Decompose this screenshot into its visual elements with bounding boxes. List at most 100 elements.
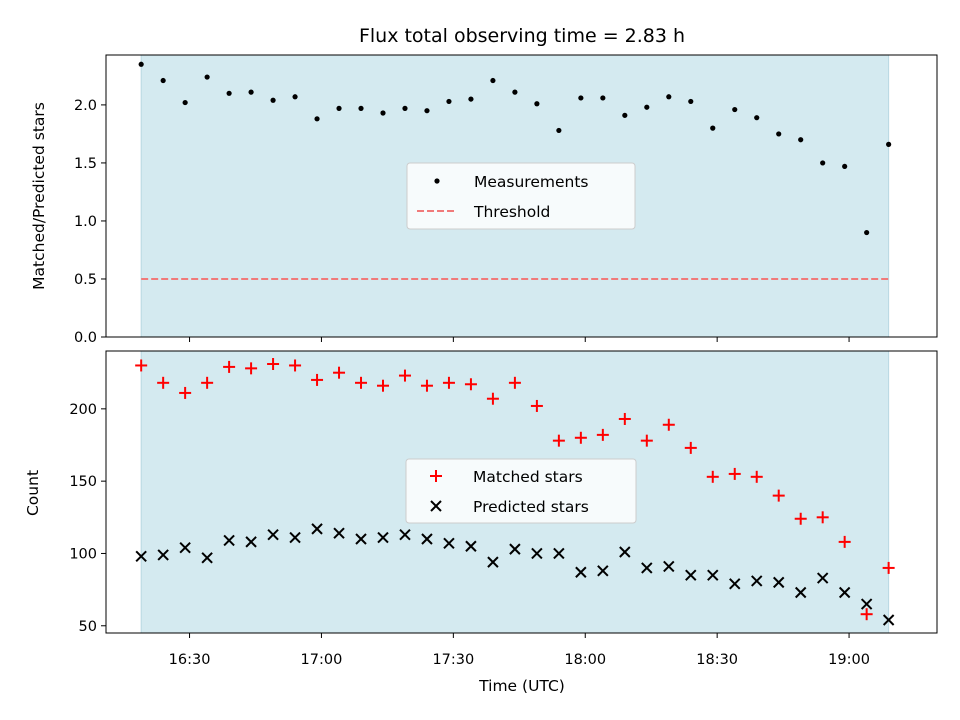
predicted-star-marker-b: [575, 566, 587, 578]
top-legend: Measurements Threshold: [406, 162, 636, 230]
bottom-xtick-label: 19:00: [828, 652, 870, 668]
measurement-point: [292, 94, 298, 100]
measurement-point: [864, 229, 870, 236]
predicted-star-marker-b: [223, 534, 235, 547]
matched-star-point: [882, 561, 895, 574]
matched-star-point: [333, 366, 346, 379]
measurement-point: [204, 74, 210, 80]
predicted-star-point: [135, 550, 147, 563]
measurement-point: [644, 104, 650, 110]
bottom-ytick-label: 150: [69, 474, 97, 490]
matched-star-point: [311, 373, 324, 386]
bottom-xtick-label: 18:30: [696, 652, 738, 668]
matched-star-point: [289, 359, 302, 372]
bottom-x-ticks: 16:30 17:00 17:30 18:00 18:30 19:00: [169, 633, 870, 668]
predicted-star-marker-b: [289, 531, 301, 544]
measurement-point: [820, 160, 826, 166]
measurement-point: [314, 116, 320, 122]
matched-star-point: [179, 386, 192, 399]
predicted-star-marker-b: [443, 537, 455, 550]
predicted-star-point: [553, 547, 565, 560]
matched-star-point: [355, 376, 368, 389]
x-axis-label: Time (UTC): [478, 677, 565, 695]
matched-star-point: [684, 441, 697, 454]
top-y-ticks: 0.0 0.5 1.0 1.5 2.0: [74, 98, 106, 346]
bottom-legend-box: [405, 458, 637, 524]
bottom-xtick-label: 17:00: [301, 652, 343, 668]
predicted-star-point: [179, 541, 191, 554]
predicted-star-point: [333, 527, 345, 539]
measurement-point: [446, 98, 452, 105]
predicted-star-point: [487, 556, 499, 568]
matched-star-point: [398, 369, 411, 382]
measurement-point: [402, 105, 408, 111]
predicted-star-point: [201, 552, 213, 564]
legend-x-marker: [430, 500, 442, 512]
predicted-star-marker-b: [531, 547, 543, 560]
predicted-star-point: [355, 533, 367, 545]
matched-star-point: [574, 431, 587, 444]
predicted-star-point: [289, 531, 301, 544]
matched-star-point: [135, 359, 148, 372]
legend-label-matched-stars: Matched stars: [473, 468, 583, 486]
matched-star-point: [662, 418, 675, 431]
predicted-star-point: [860, 598, 873, 610]
measurement-point: [424, 108, 430, 114]
predicted-star-point: [751, 575, 763, 587]
predicted-star-point: [729, 578, 741, 590]
predicted-star-point: [575, 566, 587, 578]
measurement-point: [512, 89, 518, 95]
predicted-star-marker-b: [707, 569, 719, 581]
measurement-point: [578, 95, 584, 101]
predicted-star-point: [399, 528, 411, 541]
predicted-star-point: [794, 586, 807, 599]
predicted-star-point: [641, 562, 653, 574]
predicted-star-marker-b: [882, 614, 895, 626]
measurements-layer: [138, 61, 892, 236]
top-ytick-label: 0.5: [74, 272, 97, 288]
predicted-star-marker-b: [135, 550, 147, 563]
bottom-y-axis-label: Count: [24, 470, 42, 516]
measurement-point: [490, 77, 496, 84]
predicted-star-marker-b: [377, 531, 389, 544]
matched-star-point: [377, 379, 389, 392]
legend-label-measurements: Measurements: [474, 173, 589, 191]
bottom-xtick-label: 16:30: [169, 652, 211, 668]
predicted-star-point: [311, 523, 323, 535]
legend-label-predicted-stars: Predicted stars: [473, 498, 589, 516]
measurement-point: [622, 112, 628, 118]
predicted-star-marker-b: [553, 547, 565, 560]
matched-star-point: [223, 360, 236, 373]
predicted-star-marker-b: [619, 546, 631, 558]
predicted-star-marker-b: [597, 565, 609, 577]
predicted-star-point: [509, 543, 521, 555]
bottom-ytick-label: 200: [69, 402, 97, 418]
measurement-point: [776, 131, 782, 137]
bottom-panel: 50 100 150 200 16:30 17:00 17:30 18:00 18:30 19:…: [24, 350, 938, 695]
predicted-star-point: [707, 569, 719, 581]
predicted-star-point: [531, 547, 543, 560]
measurement-point: [160, 77, 166, 84]
bottom-xtick-label: 18:00: [564, 652, 606, 668]
predicted-star-marker-b: [465, 540, 477, 552]
measurement-point: [886, 141, 892, 147]
chart-title: Flux total observing time = 2.83 h: [359, 25, 685, 47]
matched-star-point: [794, 512, 807, 525]
measurement-point: [842, 163, 848, 170]
measurement-point: [798, 137, 804, 143]
matched-star-point: [508, 376, 521, 389]
predicted-star-point: [421, 533, 433, 545]
matched-star-point: [245, 362, 258, 375]
predicted-star-marker-b: [751, 575, 763, 587]
measurement-point: [754, 115, 760, 121]
predicted-star-marker-b: [838, 586, 851, 599]
matched-star-point: [860, 608, 873, 621]
measurement-point: [468, 96, 474, 102]
matched-star-point: [157, 376, 170, 389]
predicted-star-marker-b: [860, 598, 873, 610]
measurement-point: [138, 61, 144, 67]
matched-stars-layer: [135, 358, 895, 621]
matched-star-point: [552, 434, 565, 447]
predicted-star-marker-b: [509, 543, 521, 555]
